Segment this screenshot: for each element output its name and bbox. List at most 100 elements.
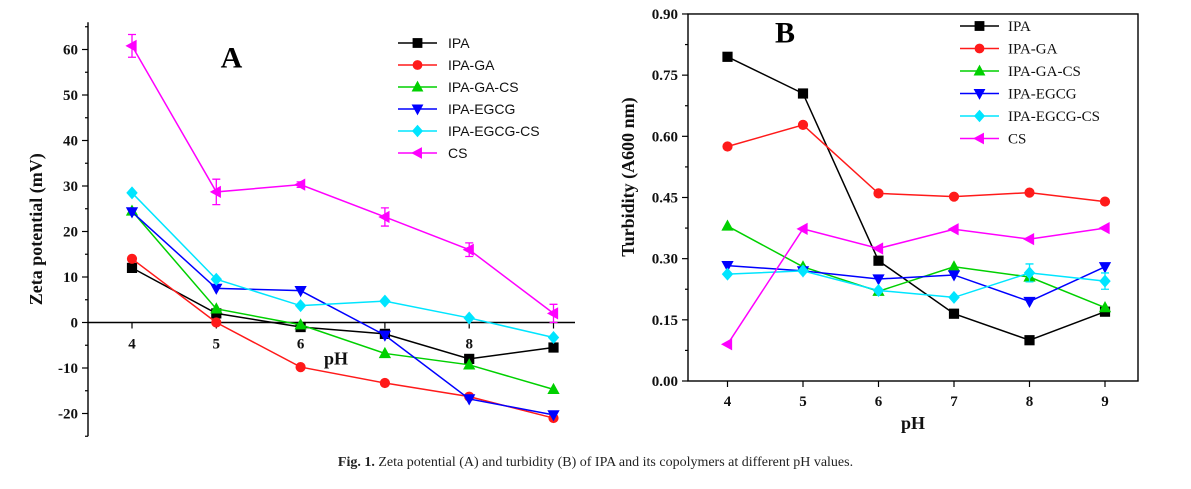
x-tick-label: 8 <box>1026 394 1034 410</box>
data-point-ipa <box>722 51 733 62</box>
series-line-ipa-egcg-cs <box>727 270 1106 299</box>
y-tick-label: 30 <box>63 179 78 195</box>
panel-a-zeta-potential: -20 -10 0 10 20 30 40 50 60 4 5 6 8 pH Zeta potential … <box>26 22 575 437</box>
data-point-ipa-egcg-cs <box>721 267 734 281</box>
data-point-ipa-ga-cs <box>1098 301 1112 313</box>
panel-letter: A <box>221 42 243 75</box>
legend-item-ipa-egcg: IPA-EGCG <box>960 87 1077 103</box>
data-point-ipa-egcg-cs <box>1099 274 1111 288</box>
data-point-cs <box>378 210 390 224</box>
data-point-ipa-egcg-cs <box>948 290 960 304</box>
series-line-ipa <box>131 267 554 360</box>
data-point-ipa-egcg <box>463 394 476 406</box>
data-point-cs <box>462 243 474 256</box>
data-point-ipa-ga-cs <box>947 260 961 272</box>
series-line-ipa-egcg <box>727 264 1106 303</box>
data-point-ipa-ga <box>722 141 733 152</box>
y-tick-label: -10 <box>58 361 78 377</box>
legend-marker <box>411 124 424 138</box>
y-tick-label: 0.30 <box>652 252 678 268</box>
x-tick-label: 9 <box>1101 394 1109 410</box>
data-point-ipa-egcg-cs <box>210 272 223 286</box>
y-axis-title: Turbidity (A600 nm) <box>618 97 639 256</box>
data-point-ipa-ga <box>1099 196 1111 207</box>
legend-marker <box>974 43 985 54</box>
y-tick-label: 0.45 <box>652 190 678 206</box>
legend-item-ipa-egcg-cs: IPA-EGCG-CS <box>960 109 1100 125</box>
series-ipa-ga-cs <box>721 219 1112 313</box>
legend-marker <box>974 21 985 31</box>
series-line-cs <box>726 227 1106 345</box>
data-point-ipa-ga <box>873 188 884 199</box>
data-point-ipa-egcg <box>1098 262 1112 274</box>
data-point-ipa-ga-cs <box>294 318 307 330</box>
series-line-ipa-egcg <box>131 211 554 416</box>
x-tick-label: 4 <box>724 394 732 410</box>
data-point-cs <box>1022 232 1035 246</box>
x-tick-label: 5 <box>799 394 807 410</box>
x-axis-title: pH <box>901 413 925 433</box>
data-point-ipa-ga-cs <box>210 302 223 314</box>
data-point-ipa <box>873 255 884 266</box>
legend-marker <box>973 64 986 76</box>
data-point-cs <box>1098 221 1110 235</box>
data-point-cs <box>294 178 306 191</box>
data-point-ipa-egcg <box>378 330 392 342</box>
data-point-ipa-egcg-cs <box>463 311 475 325</box>
legend-label: IPA-EGCG-CS <box>448 123 540 139</box>
legend-label: IPA-GA <box>1008 42 1058 58</box>
data-point-ipa <box>126 262 138 273</box>
data-point-ipa-egcg <box>1023 296 1036 309</box>
legend-marker <box>411 104 424 116</box>
legend-label: CS <box>448 145 467 161</box>
series-line-ipa-ga <box>727 124 1106 203</box>
legend-item-ipa: IPA <box>960 19 1031 35</box>
legend-marker <box>973 89 986 100</box>
data-point-ipa-ga <box>1024 187 1035 198</box>
figure-caption: Fig. 1. Zeta potential (A) and turbidity… <box>0 455 1191 471</box>
x-tick-label: 6 <box>297 337 305 353</box>
data-point-ipa <box>548 342 559 353</box>
legend-label: IPA-GA-CS <box>1008 64 1081 80</box>
data-point-ipa-egcg <box>872 274 885 286</box>
x-tick-label: 7 <box>950 394 958 410</box>
x-axis-title: pH <box>324 349 348 369</box>
legend-label: IPA-EGCG <box>1008 87 1077 103</box>
data-point-ipa-ga <box>948 191 960 202</box>
legend-marker <box>411 147 422 159</box>
caption-text: Zeta potential (A) and turbidity (B) of … <box>378 455 854 470</box>
data-point-ipa-egcg-cs <box>547 331 560 345</box>
caption-label: Fig. 1. <box>337 455 375 470</box>
data-point-ipa-egcg <box>125 207 139 219</box>
legend-label: IPA-GA <box>448 57 495 73</box>
y-tick-label: -20 <box>58 407 78 423</box>
data-point-ipa <box>1024 335 1035 346</box>
x-tick-label: 5 <box>213 337 221 353</box>
data-point-ipa-egcg <box>947 270 961 282</box>
series-line-cs <box>131 45 554 314</box>
y-tick-label: 40 <box>63 134 78 150</box>
data-point-ipa <box>948 308 960 319</box>
y-tick-label: 0.00 <box>652 374 678 390</box>
y-axis-title: Zeta potential (mV) <box>26 153 47 305</box>
data-point-ipa-ga-cs <box>378 346 392 359</box>
legend-label: IPA-EGCG <box>448 101 515 117</box>
y-tick-label: 50 <box>63 88 78 104</box>
legend-label: CS <box>1008 132 1026 148</box>
legend-item-ipa-egcg: IPA-EGCG <box>398 101 515 117</box>
legend-item-cs: CS <box>960 132 1026 148</box>
legend-item-ipa-egcg-cs: IPA-EGCG-CS <box>398 123 540 139</box>
legend-item-ipa: IPA <box>398 35 470 51</box>
series-line-ipa-ga <box>131 258 554 419</box>
data-point-cs <box>947 223 959 236</box>
legend-label: IPA-GA-CS <box>448 79 519 95</box>
y-tick-label: 0.15 <box>652 313 678 329</box>
legend-marker <box>411 80 424 92</box>
y-tick-label: 0.90 <box>652 7 678 23</box>
panel-letter: B <box>775 17 795 50</box>
legend-marker <box>412 38 423 48</box>
y-tick-label: 20 <box>63 225 78 241</box>
legend-label: IPA-EGCG-CS <box>1008 109 1100 125</box>
legend-marker <box>973 132 984 145</box>
data-point-ipa-egcg <box>294 286 307 298</box>
